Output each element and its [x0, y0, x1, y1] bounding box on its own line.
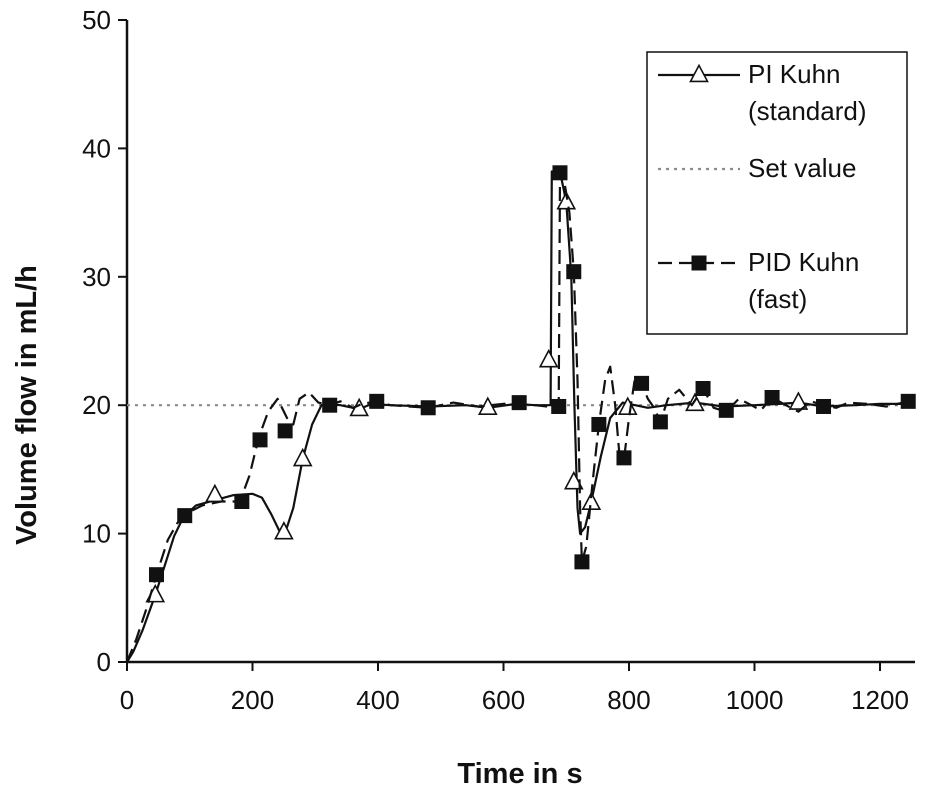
- data-point-marker: [205, 483, 225, 503]
- y-tick-label: 30: [82, 262, 111, 292]
- y-tick-label: 40: [82, 133, 111, 163]
- y-tick-label: 0: [97, 647, 111, 677]
- x-tick-label: 600: [482, 685, 525, 715]
- x-tick-label: 800: [607, 685, 650, 715]
- data-point-marker: [900, 393, 916, 409]
- legend-label: (standard): [748, 96, 867, 126]
- data-point-marker: [617, 396, 638, 415]
- data-point-marker: [566, 264, 582, 280]
- y-tick-label: 20: [82, 390, 111, 420]
- x-tick-label: 1000: [726, 685, 784, 715]
- data-point-marker: [369, 393, 385, 409]
- legend-label: Set value: [748, 153, 856, 183]
- data-point-marker: [177, 508, 193, 524]
- data-point-marker: [551, 398, 567, 414]
- data-point-marker: [552, 165, 568, 181]
- data-point-marker: [322, 397, 338, 413]
- data-point-marker: [277, 423, 293, 439]
- y-tick-label: 10: [82, 519, 111, 549]
- data-point-marker: [556, 191, 577, 210]
- data-point-marker: [581, 491, 602, 510]
- legend-label: (fast): [748, 284, 807, 314]
- series-line: [125, 173, 909, 663]
- legend-box: [646, 51, 908, 335]
- data-point-marker: [591, 416, 607, 432]
- legend-label: PI Kuhn: [748, 59, 841, 89]
- data-point-marker: [234, 494, 250, 509]
- data-point-marker: [252, 432, 268, 448]
- x-axis-title: Time in s: [457, 758, 582, 790]
- data-point-marker: [816, 398, 832, 414]
- series-2: [125, 165, 916, 663]
- data-point-marker: [695, 381, 711, 397]
- legend-label: PID Kuhn: [748, 247, 859, 277]
- x-tick-label: 0: [120, 685, 134, 715]
- x-tick-label: 400: [356, 685, 399, 715]
- data-point-marker: [274, 521, 294, 540]
- y-axis-title: Volume flow in mL/h: [11, 265, 43, 545]
- x-tick-label: 200: [231, 685, 274, 715]
- data-point-marker: [788, 391, 809, 410]
- axes: 0 10 20 30 40 50 0 200 400 600 800 1000 1200: [82, 5, 915, 715]
- data-point-marker: [718, 402, 734, 418]
- series-layer: [125, 165, 916, 663]
- legend: PI Kuhn (standard) Set value PID Kuhn (fast): [646, 51, 908, 335]
- data-point-marker: [652, 414, 668, 430]
- data-point-marker: [634, 375, 650, 391]
- data-point-marker: [148, 567, 164, 583]
- data-point-marker: [292, 447, 313, 467]
- legend-marker: [691, 255, 707, 271]
- data-point-marker: [511, 395, 527, 411]
- data-point-marker: [574, 554, 590, 570]
- data-point-marker: [764, 389, 780, 405]
- data-point-marker: [420, 400, 436, 416]
- data-point-marker: [538, 348, 559, 368]
- x-tick-label: 1200: [851, 685, 909, 715]
- y-tick-label: 50: [82, 5, 111, 35]
- data-point-marker: [616, 450, 632, 466]
- data-point-marker: [563, 470, 584, 490]
- legend-marker: [689, 63, 709, 83]
